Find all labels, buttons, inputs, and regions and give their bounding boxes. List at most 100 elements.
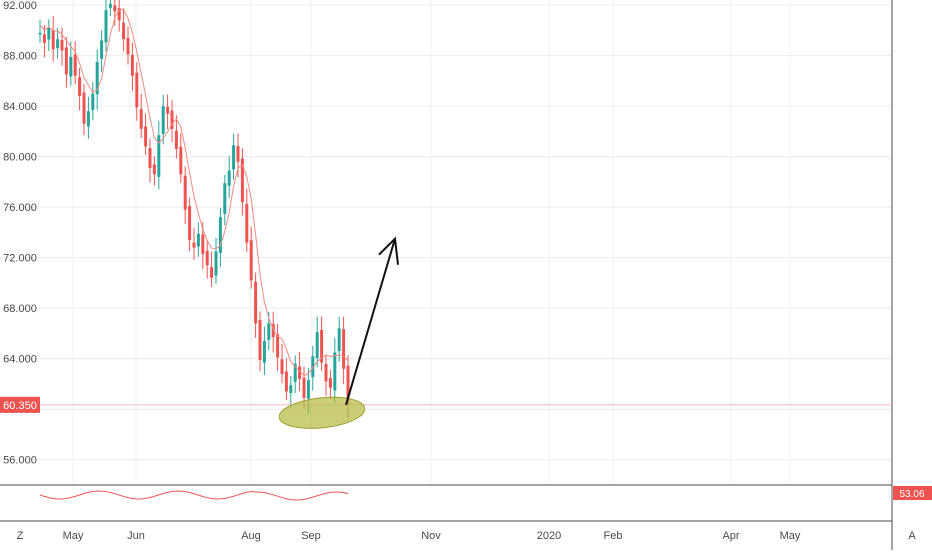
- y-tick-label: 92.000: [3, 0, 37, 12]
- last-price-tag: 60.350: [0, 396, 40, 413]
- candle-body: [174, 130, 178, 150]
- candle-body: [218, 217, 222, 253]
- candle-body: [183, 175, 187, 210]
- candle-body: [166, 106, 170, 114]
- candle-body: [47, 27, 51, 40]
- y-tick-label: 76.000: [3, 202, 37, 214]
- candle-body: [254, 281, 258, 324]
- candle-body: [91, 93, 95, 111]
- time-axis[interactable]: May Jun Aug Sep Nov 2020 Feb Apr May: [63, 530, 801, 542]
- candle-body: [289, 385, 293, 394]
- candle-body: [170, 110, 174, 129]
- moving-average-line: [39, 8, 349, 377]
- y-tick-label: 56.000: [3, 455, 37, 467]
- candle-body: [320, 329, 324, 363]
- candle-body: [276, 334, 280, 358]
- x-tick-label: Feb: [604, 530, 623, 542]
- upward-arrow: [345, 236, 399, 406]
- candle-body: [100, 40, 104, 59]
- candle-body: [258, 319, 262, 360]
- y-tick-label: 68.000: [3, 303, 37, 315]
- candle-body: [245, 203, 249, 243]
- candle-body: [311, 356, 315, 378]
- x-tick-label: May: [780, 530, 801, 542]
- candle-body: [196, 233, 200, 247]
- candle-body: [78, 77, 82, 96]
- candle-body: [236, 146, 240, 162]
- candle-body: [38, 32, 42, 35]
- indicator-value-tag: 53.06: [893, 486, 932, 500]
- candle-body: [188, 206, 192, 240]
- y-tick-label: 64.000: [3, 354, 37, 366]
- y-tick-label: 84.000: [3, 101, 37, 113]
- x-tick-label: 2020: [537, 530, 561, 542]
- candle-body: [346, 365, 350, 405]
- candles: [38, 0, 350, 419]
- candle-body: [139, 109, 143, 129]
- candle-body: [201, 234, 205, 254]
- y-tick-label: 80.000: [3, 152, 37, 164]
- candle-body: [223, 183, 227, 214]
- candle-body: [73, 54, 77, 76]
- x-tick-label: May: [63, 530, 84, 542]
- candle-body: [64, 47, 68, 75]
- candle-body: [249, 240, 253, 281]
- last-price-tag-bg: [0, 396, 40, 413]
- y-tick-label: 88.000: [3, 51, 37, 63]
- candle-body: [192, 242, 196, 248]
- candle-body: [262, 341, 266, 363]
- candle-body: [271, 324, 275, 338]
- candle-body: [342, 329, 346, 369]
- candle-body: [113, 5, 117, 12]
- candle-body: [179, 146, 183, 175]
- candle-body: [214, 251, 218, 276]
- candle-body: [161, 106, 165, 135]
- candle-body: [324, 364, 328, 382]
- candle-body: [122, 22, 126, 40]
- candle-body: [315, 332, 319, 359]
- x-tick-label: Apr: [722, 530, 739, 542]
- candle-body: [284, 371, 288, 392]
- support-highlight: [278, 396, 366, 429]
- x-tick-label: Jun: [127, 530, 145, 542]
- candle-body: [86, 111, 90, 127]
- candle-body: [82, 92, 86, 124]
- candle-body: [267, 323, 271, 340]
- arrow-head: [378, 236, 399, 265]
- candle-body: [232, 145, 236, 170]
- candle-body: [333, 352, 337, 391]
- y-tick-label: 72.000: [3, 253, 37, 265]
- x-tick-label: Nov: [421, 530, 441, 542]
- candle-body: [280, 359, 284, 374]
- candle-body: [306, 380, 310, 399]
- last-price-value: 60.350: [3, 400, 37, 412]
- candle-body: [56, 39, 60, 49]
- candle-body: [117, 7, 121, 21]
- candle-body: [157, 135, 161, 177]
- indicator-value: 53.06: [899, 489, 924, 500]
- corner-left-label[interactable]: Z: [17, 530, 24, 542]
- candle-body: [108, 3, 112, 8]
- candle-body: [135, 72, 139, 108]
- candle-body: [51, 30, 55, 50]
- candle-body: [69, 56, 73, 77]
- indicator-line: [39, 490, 349, 501]
- candle-body: [130, 55, 134, 76]
- x-tick-label: Sep: [301, 530, 321, 542]
- candle-body: [302, 377, 306, 398]
- candle-body: [60, 39, 64, 51]
- indicator-value-tag-bg: [893, 486, 932, 500]
- candle-body: [42, 34, 46, 43]
- lower-indicator: [39, 490, 349, 501]
- arrow-shaft: [345, 238, 396, 406]
- candle-body: [126, 38, 130, 55]
- candle-body: [298, 366, 302, 379]
- candle-body: [144, 126, 148, 147]
- x-tick-label: Aug: [241, 530, 261, 542]
- corner-right-label[interactable]: A: [908, 530, 916, 542]
- candle-body: [210, 267, 214, 278]
- candle-body: [328, 378, 332, 388]
- candle-body: [95, 61, 99, 95]
